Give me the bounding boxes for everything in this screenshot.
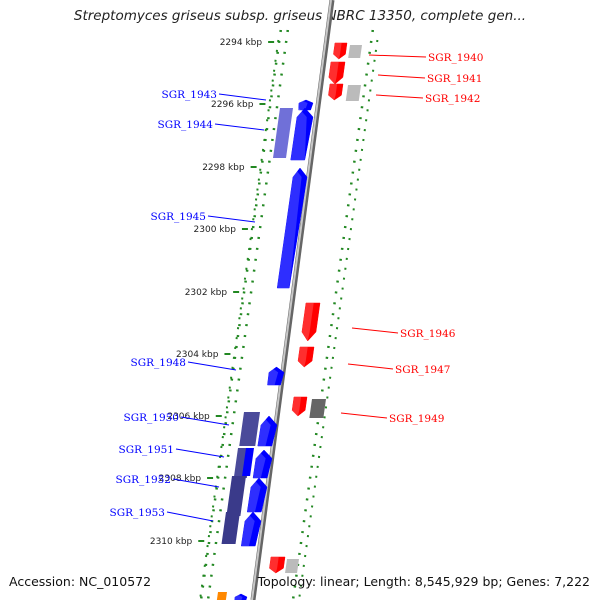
kbp-label: 2298 kbp (202, 163, 245, 173)
backbone-highlight (251, 0, 332, 600)
gene-partial-grey[interactable] (285, 559, 299, 573)
gene-labels[interactable]: SGR_1943 SGR_1944 SGR_1945 SGR_1948 SGR_1950… (110, 52, 484, 522)
svg-text:SGR_1942: SGR_1942 (425, 93, 480, 105)
gene-sgr-1949[interactable] (291, 396, 308, 417)
gene-sgr-1952[interactable] (246, 477, 268, 513)
gene-features[interactable] (216, 42, 362, 600)
svg-text:SGR_1943: SGR_1943 (162, 89, 217, 101)
forward-gene-label[interactable]: SGR_1953 (110, 507, 214, 522)
reverse-gene-label[interactable]: SGR_1941 (377, 73, 482, 85)
reverse-gene-label[interactable]: SGR_1942 (375, 93, 480, 105)
forward-gene-label[interactable]: SGR_1945 (151, 211, 256, 223)
kbp-label: 2308 kbp (159, 474, 202, 484)
gene-sgr-1945[interactable] (276, 167, 308, 289)
tick-line-left (199, 39, 280, 600)
gene-sgr-1941[interactable] (328, 61, 346, 85)
kbp-labels: 2294 kbp 2296 kbp 2298 kbp 2300 kbp 2302 kbp… (150, 38, 275, 547)
svg-text:SGR_1948: SGR_1948 (131, 357, 186, 369)
kbp-label: 2310 kbp (150, 537, 193, 547)
gene-sgr-1950[interactable] (257, 415, 278, 447)
reverse-gene-label[interactable]: SGR_1949 (340, 412, 444, 425)
svg-text:SGR_1941: SGR_1941 (427, 73, 482, 85)
kbp-label: 2306 kbp (167, 412, 210, 422)
svg-text:SGR_1949: SGR_1949 (389, 413, 444, 425)
tick-marks (199, 29, 379, 600)
forward-gene-label[interactable]: SGR_1950 (124, 412, 230, 426)
tick-line-outer-right (291, 29, 375, 600)
gene-sgr-1943[interactable] (298, 99, 314, 111)
svg-text:SGR_1947: SGR_1947 (395, 364, 450, 376)
gene-sgr-1951-b[interactable] (242, 448, 254, 476)
kbp-label: 2296 kbp (211, 100, 254, 110)
kbp-label: 2302 kbp (185, 288, 228, 298)
page-title: Streptomyces griseus subsp. griseus NBRC… (73, 8, 527, 24)
tick-line-inner-left2 (206, 29, 290, 600)
svg-text:SGR_1946: SGR_1946 (400, 328, 456, 340)
forward-gene-label[interactable]: SGR_1951 (119, 444, 225, 458)
svg-text:SGR_1950: SGR_1950 (124, 412, 179, 424)
gene-partial-orange[interactable] (216, 592, 227, 600)
gene-sgr-1953[interactable] (240, 511, 262, 547)
forward-gene-label[interactable]: SGR_1948 (131, 357, 237, 371)
gene-sgr-1948[interactable] (267, 366, 285, 386)
kbp-label: 2294 kbp (220, 38, 263, 48)
gene-sgr-1940-grey[interactable] (348, 45, 362, 58)
forward-gene-label[interactable]: SGR_1944 (158, 119, 265, 131)
svg-text:SGR_1940: SGR_1940 (428, 52, 483, 64)
gene-sgr-1947[interactable] (297, 346, 315, 368)
gene-sgr-1940[interactable] (333, 42, 348, 60)
reverse-gene-label[interactable]: SGR_1946 (351, 327, 456, 340)
gene-sgr-1944-dark[interactable] (273, 108, 293, 158)
forward-gene-label[interactable]: SGR_1952 (116, 474, 220, 488)
forward-gene-label[interactable]: SGR_1943 (162, 89, 267, 101)
gene-sgr-1949-grey[interactable] (309, 399, 326, 418)
accession-label: Accession: NC_010572 (9, 574, 152, 589)
kbp-label: 2304 kbp (176, 350, 219, 360)
backbone (250, 0, 335, 600)
gene-sgr-1942-grey[interactable] (345, 85, 361, 101)
tick-line-inner-left (199, 29, 283, 600)
gene-sgr-1952-dark[interactable] (226, 476, 246, 516)
gene-sgr-1946[interactable] (301, 302, 321, 342)
gene-sgr-1944[interactable] (290, 107, 314, 161)
gene-sgr-1950-dark[interactable] (239, 412, 260, 446)
tick-line-right (298, 39, 379, 600)
gene-sgr-1942[interactable] (328, 83, 344, 101)
svg-text:SGR_1953: SGR_1953 (110, 507, 165, 519)
svg-text:SGR_1951: SGR_1951 (119, 444, 174, 456)
svg-text:SGR_1944: SGR_1944 (158, 119, 214, 131)
reverse-gene-label[interactable]: SGR_1947 (347, 363, 450, 376)
gene-partial-blue[interactable] (234, 593, 248, 600)
gene-sgr-1951[interactable] (252, 449, 273, 479)
svg-text:SGR_1952: SGR_1952 (116, 474, 171, 486)
reverse-gene-label[interactable]: SGR_1940 (368, 52, 483, 64)
genome-summary: Topology: linear; Length: 8,545,929 bp; … (257, 574, 590, 589)
gene-partial-red[interactable] (269, 556, 286, 574)
svg-text:SGR_1945: SGR_1945 (151, 211, 206, 223)
kbp-label: 2300 kbp (194, 225, 237, 235)
gene-sgr-1953-dark[interactable] (221, 512, 240, 544)
